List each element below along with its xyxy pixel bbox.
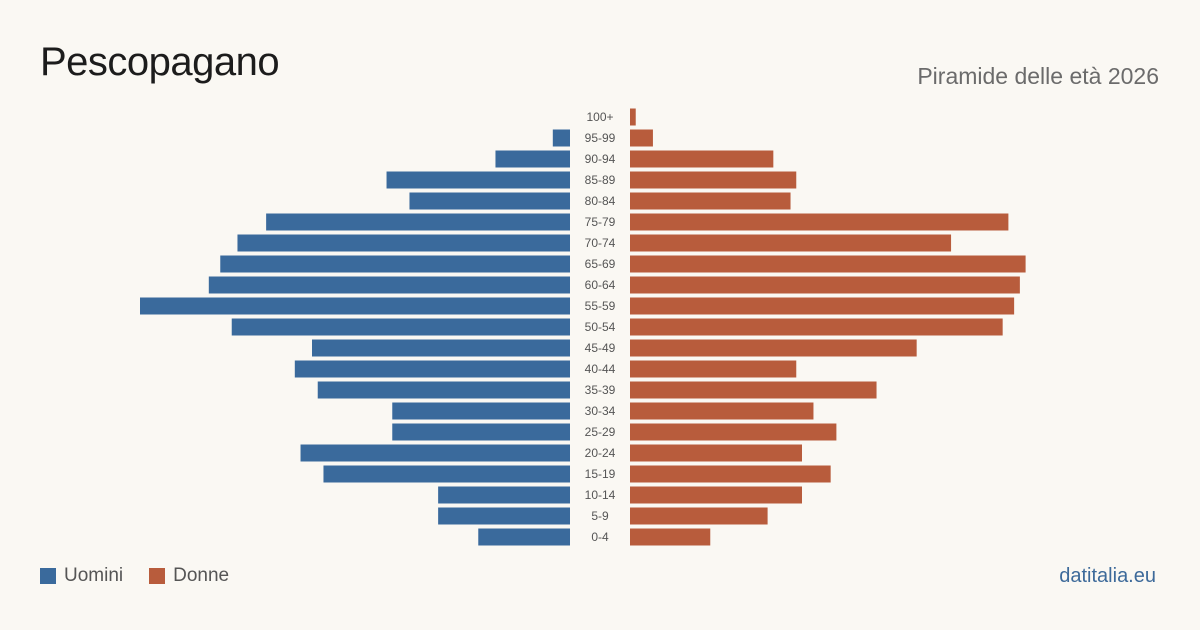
age-label-5-9: 5-9 [591,509,609,523]
bar-men-60-64 [208,276,571,294]
legend-swatch-men [40,568,56,584]
bar-women-70-74 [630,234,952,252]
age-label-40-44: 40-44 [585,362,616,376]
age-label-80-84: 80-84 [585,194,616,208]
bar-men-85-89 [386,171,570,189]
bar-men-55-59 [140,297,570,315]
bar-women-35-39 [630,381,877,399]
age-label-55-59: 55-59 [585,299,616,313]
bar-women-45-49 [630,339,917,357]
age-label-50-54: 50-54 [585,320,616,334]
age-label-95-99: 95-99 [585,131,616,145]
bar-men-35-39 [317,381,570,399]
bar-women-75-79 [630,213,1009,231]
bar-men-95-99 [552,129,570,147]
legend: Uomini Donne [40,565,229,587]
legend-item-men: Uomini [40,565,123,587]
bar-men-75-79 [266,213,570,231]
bar-women-0-4 [630,528,711,546]
bar-women-25-29 [630,423,837,441]
age-label-60-64: 60-64 [585,278,616,292]
age-label-0-4: 0-4 [591,530,609,544]
age-label-10-14: 10-14 [585,488,616,502]
bar-men-5-9 [438,507,570,525]
bar-women-55-59 [630,297,1015,315]
chart-title: Pescopagano [40,40,280,84]
bar-men-30-34 [392,402,570,420]
bar-men-25-29 [392,423,570,441]
bar-women-95-99 [630,129,653,147]
bar-men-10-14 [438,486,570,504]
age-label-100plus: 100+ [586,110,613,124]
bar-women-65-69 [630,255,1026,273]
bar-women-5-9 [630,507,768,525]
age-label-20-24: 20-24 [585,446,616,460]
bar-women-100plus [630,108,636,126]
bar-men-70-74 [237,234,570,252]
age-label-30-34: 30-34 [585,404,616,418]
age-label-15-19: 15-19 [585,467,616,481]
brand-link[interactable]: datitalia.eu [1059,565,1156,587]
bar-women-30-34 [630,402,814,420]
legend-item-women: Donne [149,565,229,587]
bar-women-40-44 [630,360,797,378]
age-label-35-39: 35-39 [585,383,616,397]
bar-men-80-84 [409,192,570,210]
age-label-85-89: 85-89 [585,173,616,187]
chart-subtitle: Piramide delle età 2026 [917,63,1159,89]
bar-women-80-84 [630,192,791,210]
legend-label-women: Donne [173,565,230,586]
bar-women-85-89 [630,171,797,189]
bar-women-90-94 [630,150,774,168]
bar-men-20-24 [300,444,570,462]
legend-label-men: Uomini [64,565,124,586]
legend-swatch-women [149,568,166,584]
bar-women-50-54 [630,318,1003,336]
bar-men-50-54 [231,318,570,336]
bar-women-20-24 [630,444,802,462]
age-label-65-69: 65-69 [585,257,616,271]
bar-men-90-94 [495,150,570,168]
bar-men-45-49 [312,339,570,357]
age-label-75-79: 75-79 [585,215,616,229]
bar-men-65-69 [220,255,570,273]
bar-men-15-19 [323,465,570,483]
bar-women-15-19 [630,465,831,483]
age-label-70-74: 70-74 [585,236,616,250]
bar-women-60-64 [630,276,1020,294]
age-label-45-49: 45-49 [585,341,616,355]
bar-men-40-44 [294,360,570,378]
age-label-90-94: 90-94 [585,152,616,166]
bar-women-10-14 [630,486,802,504]
bar-men-0-4 [478,528,570,546]
age-label-25-29: 25-29 [585,425,616,439]
